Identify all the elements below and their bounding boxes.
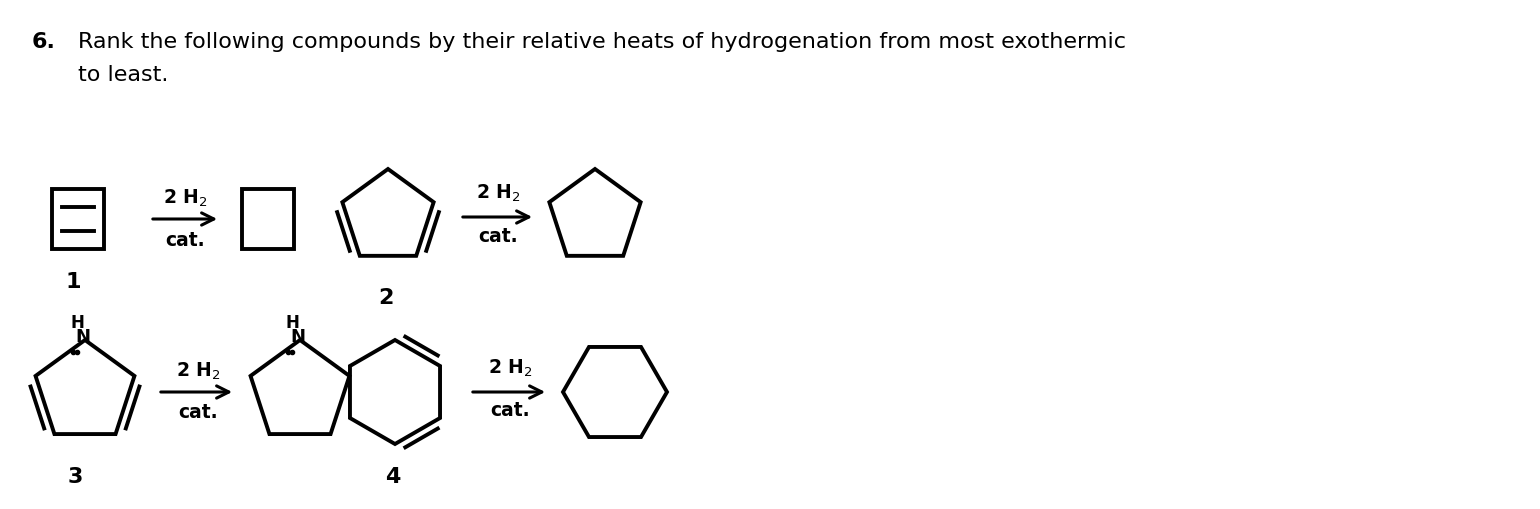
Text: 2 H$_2$: 2 H$_2$ (163, 187, 208, 208)
Text: 4: 4 (385, 466, 400, 486)
Text: 2 H$_2$: 2 H$_2$ (476, 182, 521, 203)
Text: cat.: cat. (490, 401, 530, 420)
Text: 3: 3 (68, 466, 83, 486)
Text: 1: 1 (65, 271, 80, 292)
Text: 2 H$_2$: 2 H$_2$ (176, 360, 220, 381)
Text: H: H (285, 314, 299, 331)
Text: cat.: cat. (479, 226, 517, 245)
Text: Rank the following compounds by their relative heats of hydrogenation from most : Rank the following compounds by their re… (79, 32, 1126, 52)
Text: 2 H$_2$: 2 H$_2$ (488, 357, 533, 378)
Text: 2: 2 (379, 288, 394, 307)
Text: cat.: cat. (165, 230, 205, 249)
Text: H: H (69, 314, 85, 331)
Text: N: N (75, 327, 91, 345)
Text: to least.: to least. (79, 65, 168, 85)
Text: 6.: 6. (32, 32, 55, 52)
Text: N: N (291, 327, 305, 345)
Text: cat.: cat. (179, 403, 217, 421)
